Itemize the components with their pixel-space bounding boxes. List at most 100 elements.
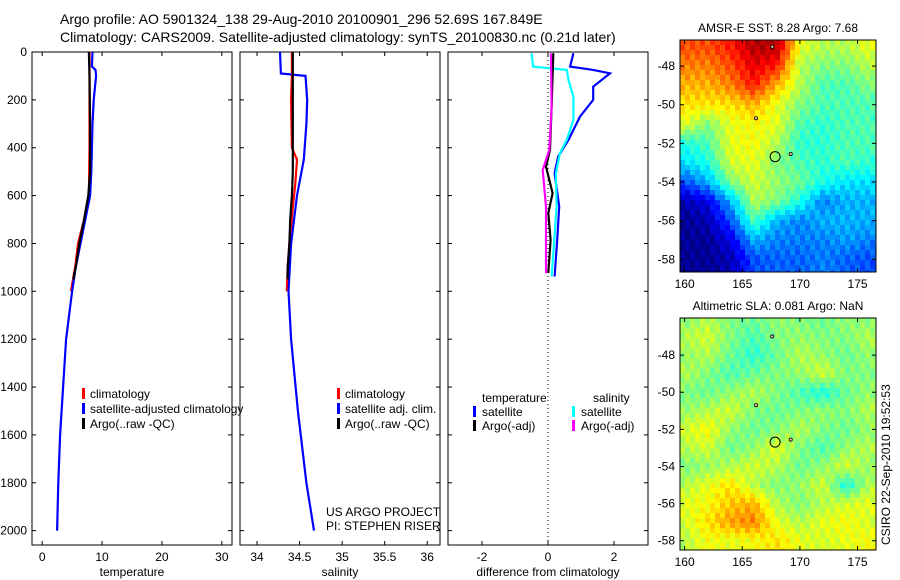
y-tick-label: -50 [658,385,676,399]
y-tick-label: -58 [658,252,676,266]
project-annotation: PI: STEPHEN RISER [326,519,441,533]
x-tick-label: 165 [732,277,752,291]
y-tick-label: -50 [658,98,676,112]
island-icon [770,44,775,49]
y-tick-label: -54 [658,459,676,473]
legend-label: satellite [581,405,622,419]
y-tick-label: -52 [658,422,676,436]
project-annotation: US ARGO PROJECT [326,505,441,519]
legend-label: climatology [90,387,150,401]
x-tick-label: 175 [848,555,868,569]
island-icon [770,334,775,339]
sla-map-title: Altimetric SLA: 0.081 Argo: NaN [693,299,864,313]
island-icon [754,116,759,121]
sal-axes-box [239,51,441,546]
y-tick-label: 2000 [0,524,27,538]
x-tick-label: -2 [477,550,488,564]
figure-title-line1: Argo profile: AO 5901324_138 29-Aug-2010… [60,11,543,27]
y-tick-label: -56 [658,214,676,228]
y-tick-label: 400 [7,141,27,155]
x-tick-label: 160 [675,277,695,291]
legend-swatch [82,418,85,429]
legend-heading: temperature [482,391,547,405]
side-stamp: CSIRO 22-Sep-2010 19:52:53 [879,384,893,545]
sla-panel: Altimetric SLA: 0.081 Argo: NaN 160 165 170… [658,299,877,569]
legend-label: satellite adj. clim. [345,402,436,416]
legend-swatch [473,420,476,431]
series-line-satellite [278,51,316,531]
x-tick-label: 2 [611,550,618,564]
temp-axes-box [31,51,233,546]
island-icon [754,403,759,408]
x-tick-label: 35.5 [373,550,397,564]
y-tick-label: 1400 [0,380,27,394]
legend-swatch [82,403,85,414]
y-tick-label: -58 [658,534,676,548]
legend-heading: salinity [593,391,630,405]
sst-axes-box [679,39,877,273]
y-tick-label: 1600 [0,428,27,442]
x-tick-label: 34 [250,550,264,564]
y-tick-label: -54 [658,175,676,189]
y-tick-label: -52 [658,136,676,150]
sal-x-axis-label: salinity [322,565,359,579]
figure-title-line2: Climatology: CARS2009. Satellite-adjuste… [60,29,616,45]
legend-swatch [572,420,575,431]
profile-location-marker [769,436,781,448]
legend-label: climatology [345,387,405,401]
x-tick-label: 10 [95,550,109,564]
y-tick-label: 1800 [0,476,27,490]
sst-map-image [680,40,876,272]
sla-map-image [680,318,876,550]
x-tick-label: 0 [545,550,552,564]
series-line-salinity-satellite [530,53,575,277]
x-tick-label: 36 [421,550,435,564]
x-tick-label: 0 [39,550,46,564]
island-icon [788,151,793,156]
y-tick-label: -56 [658,497,676,511]
profile-location-marker [769,151,781,163]
legend-label: satellite [482,405,523,419]
legend-swatch [337,403,340,414]
y-tick-label: 600 [7,189,27,203]
diff-axes-box [447,51,649,546]
y-tick-label: 800 [7,236,27,250]
series-line-satellite [56,51,98,531]
sst-panel: AMSR-E SST: 8.28 Argo: 7.68 160 165 170 175 -… [658,21,877,291]
x-tick-label: 175 [848,277,868,291]
x-tick-label: 170 [790,555,810,569]
series-line-temperature-satellite [553,52,613,277]
temp-panel: 0 10 20 30 0 200 400 600 800 1000 1200 1400 1600 1800… [0,45,243,579]
legend-label: Argo(..raw -QC) [90,417,175,431]
y-tick-label: 1000 [0,284,27,298]
legend-label: satellite-adjusted climatology [90,402,243,416]
series-line-climatology [69,52,91,292]
island-icon [788,437,793,442]
y-tick-label: 0 [20,45,27,59]
legend-label: Argo(-adj) [482,419,535,433]
x-tick-label: 160 [675,555,695,569]
series-line-argo [286,52,294,280]
legend-swatch [572,406,575,417]
x-tick-label: 170 [790,277,810,291]
legend-swatch [82,388,85,399]
legend-label: Argo(..raw -QC) [345,417,430,431]
x-tick-label: 34.5 [288,550,312,564]
x-tick-label: 30 [215,550,229,564]
legend-label: Argo(-adj) [581,419,634,433]
legend-swatch [337,418,340,429]
x-tick-label: 20 [155,550,169,564]
y-tick-label: 200 [7,93,27,107]
x-tick-label: 165 [732,555,752,569]
diff-x-axis-label: difference from climatology [476,565,619,579]
temp-x-axis-label: temperature [100,565,165,579]
legend-swatch [473,406,476,417]
series-line-salinity-argo [541,53,553,274]
sal-panel: 34 34.5 35 35.5 36 salinity climatologysatelli… [239,51,441,579]
legend-swatch [337,388,340,399]
sla-axes-box [679,317,877,551]
y-tick-label: -48 [658,348,676,362]
x-tick-label: 35 [335,550,349,564]
